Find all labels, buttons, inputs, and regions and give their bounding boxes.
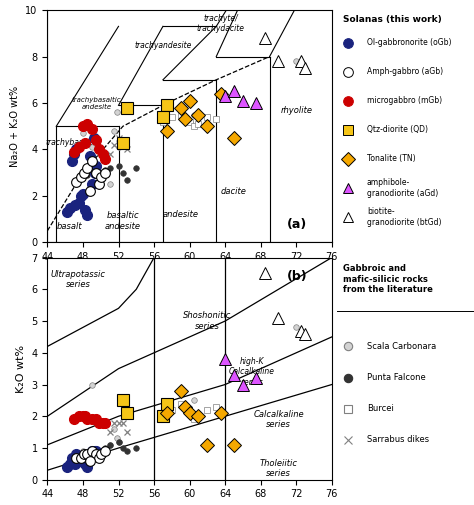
Text: rhyolite: rhyolite [280,106,312,115]
Text: (a): (a) [287,219,308,231]
Text: trachybasaltic
andesite: trachybasaltic andesite [72,97,121,110]
X-axis label: SiO₂ wt%: SiO₂ wt% [166,268,213,278]
Text: Tholeiitic
series: Tholeiitic series [259,459,298,478]
Text: microgabbro (mGb): microgabbro (mGb) [367,96,442,105]
Text: Ultrapotassic
series: Ultrapotassic series [51,270,106,289]
Text: amphibole-
granodiorite (aGd): amphibole- granodiorite (aGd) [367,178,438,197]
Text: basalt: basalt [57,222,82,231]
Text: (b): (b) [287,270,308,283]
Text: trachyandesite: trachyandesite [134,40,191,49]
Text: Scala Carbonara: Scala Carbonara [367,342,436,351]
Text: Tonalite (TN): Tonalite (TN) [367,154,415,163]
Text: Punta Falcone: Punta Falcone [367,373,426,382]
Text: high-K
Calcalkaline
series: high-K Calcalkaline series [229,357,275,387]
Text: Sarrabus dikes: Sarrabus dikes [367,435,429,444]
Text: Qtz-diorite (QD): Qtz-diorite (QD) [367,125,428,134]
Text: Solanas (this work): Solanas (this work) [343,15,442,24]
Text: trachybasalt: trachybasalt [46,138,93,147]
Text: andesite: andesite [163,210,199,219]
Text: dacite: dacite [221,187,247,196]
Text: Gabbroic and
mafic-silicic rocks
from the literature: Gabbroic and mafic-silicic rocks from th… [343,264,433,294]
Text: basaltic
andesite: basaltic andesite [105,212,141,231]
Text: Ol-gabbronorite (oGb): Ol-gabbronorite (oGb) [367,38,451,47]
Y-axis label: K₂O wt%: K₂O wt% [16,344,26,393]
Text: Amph-gabbro (aGb): Amph-gabbro (aGb) [367,67,443,76]
Text: Shoshonitic
series: Shoshonitic series [183,312,232,331]
Y-axis label: Na₂O + K₂O wt%: Na₂O + K₂O wt% [10,86,20,167]
Text: biotite-
granodiorite (btGd): biotite- granodiorite (btGd) [367,207,441,227]
Text: Calcalkaline
series: Calcalkaline series [253,410,304,429]
Text: Burcei: Burcei [367,404,393,413]
Text: trachyte/
trachydacite: trachyte/ trachydacite [197,14,245,33]
